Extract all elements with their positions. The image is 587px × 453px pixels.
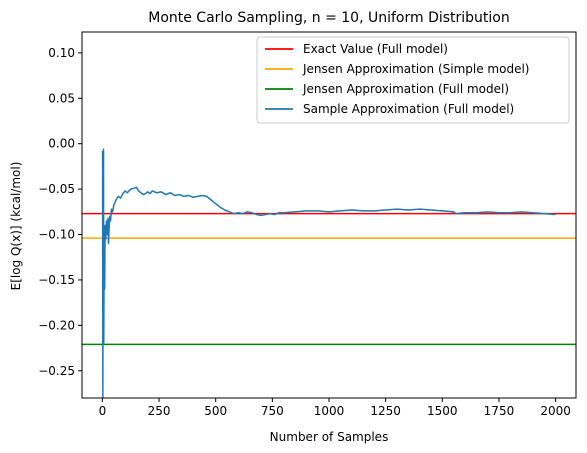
y-tick-label: 0.00	[48, 137, 75, 151]
plot-area	[82, 148, 576, 398]
legend-label-3: Jensen Approximation (Full model)	[302, 82, 509, 96]
legend-label-2: Jensen Approximation (Simple model)	[302, 62, 529, 76]
legend-label-1: Exact Value (Full model)	[303, 42, 448, 56]
x-tick-label: 1000	[314, 404, 345, 418]
y-axis-label: E[log Q(x)] (kcal/mol)	[9, 162, 23, 291]
axes: 0 250 500 750 1000 1250 1500 1750 2000 0.10 0.05 0.…	[38, 31, 577, 418]
y-tick-label: 0.05	[48, 91, 75, 105]
legend-box	[256, 36, 570, 124]
x-tick-label: 750	[261, 404, 284, 418]
x-tick-label: 1250	[370, 404, 401, 418]
y-tick-label: −0.20	[38, 318, 75, 332]
series-line-1	[101, 148, 556, 398]
y-tick-label: −0.25	[38, 364, 75, 378]
x-tick-label: 500	[204, 404, 227, 418]
x-tick-label: 1500	[427, 404, 458, 418]
x-tick-label: 0	[99, 404, 107, 418]
y-tick-label: 0.10	[48, 46, 75, 60]
plot-series-group	[82, 148, 576, 398]
y-tick-label: −0.15	[38, 273, 75, 287]
y-tick-label: −0.10	[38, 228, 75, 242]
x-tick-label: 250	[148, 404, 171, 418]
legend: Exact Value (Full model) Jensen Approxima…	[256, 36, 570, 124]
y-tick-label: −0.05	[38, 182, 75, 196]
x-tick-label: 2000	[540, 404, 571, 418]
chart-title: Monte Carlo Sampling, n = 10, Uniform Di…	[148, 10, 510, 26]
x-tick-label: 1750	[484, 404, 515, 418]
legend-label-4: Sample Approximation (Full model)	[303, 102, 514, 116]
x-axis-label: Number of Samples	[270, 430, 389, 444]
